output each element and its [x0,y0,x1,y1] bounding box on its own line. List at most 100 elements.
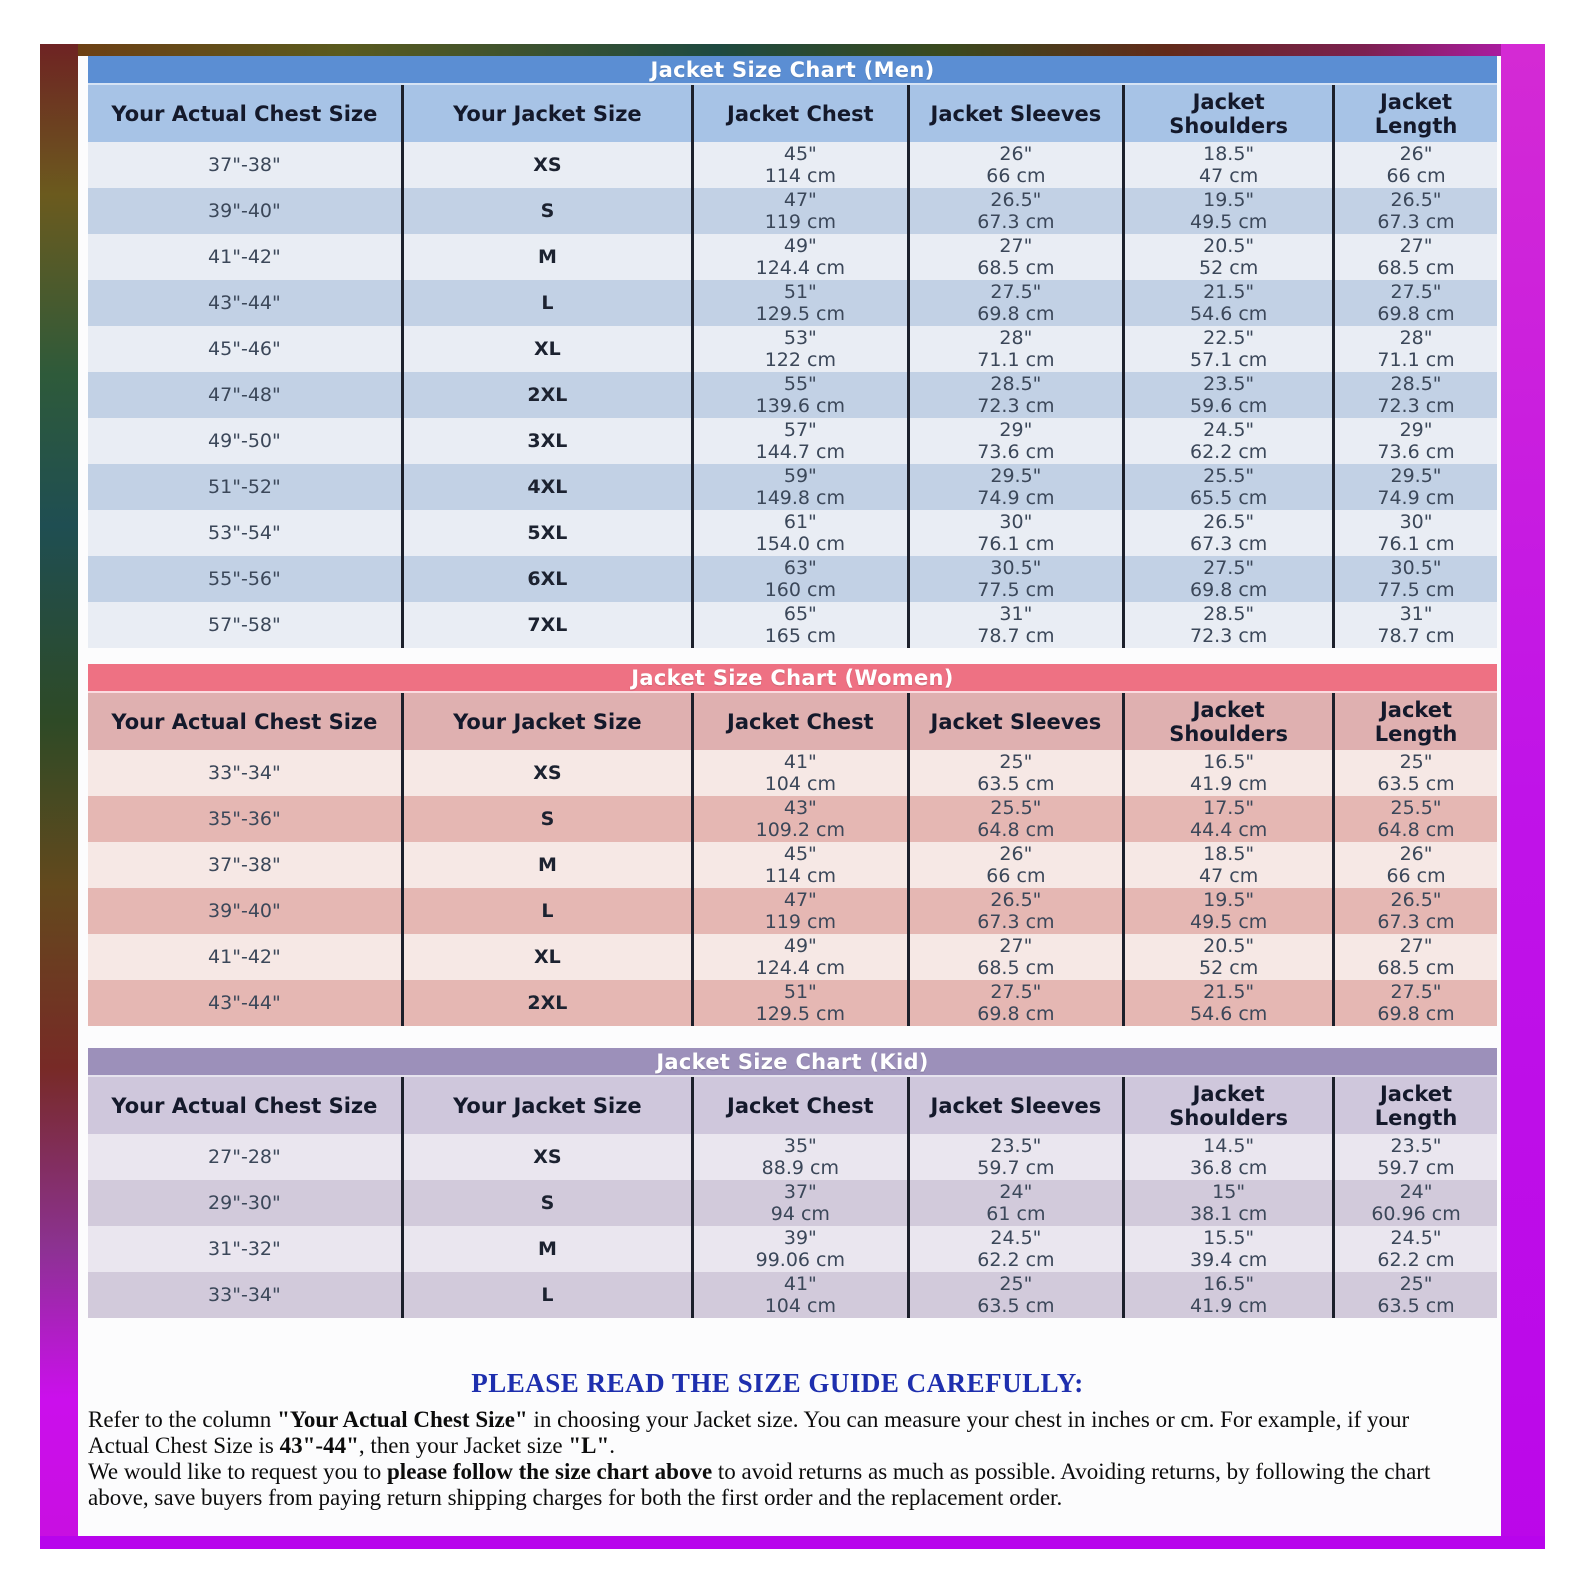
inches-value: 28" [1399,327,1433,349]
cm-value: 119 cm [764,211,836,233]
footer-bold-text: please follow the size chart above [387,1459,713,1484]
cm-value: 69.8 cm [977,303,1055,325]
footer-bold-text: "L" [568,1433,610,1458]
cm-value: 68.5 cm [977,257,1055,279]
inches-value: 16.5" [1203,1273,1255,1295]
measurement-cell: 30.5" 77.5 cm [1332,556,1497,602]
cm-value: 57.1 cm [1189,349,1268,371]
cm-value: 47 cm [1199,165,1259,187]
size-row-s: 39"-40" S 47" 119 cm 26.5" 67.3 cm 19.5" 49.5 c… [88,188,1497,234]
inches-value: 25" [999,1273,1033,1295]
column-header-1: Your Jacket Size [400,1077,691,1134]
measurement-cell: 49" 124.4 cm [691,934,907,980]
cm-value: 67.3 cm [1377,911,1455,933]
column-header-2: Jacket Chest [691,85,907,142]
inches-value: 27.5" [990,981,1042,1003]
column-header-5: Jacket Length [1332,693,1497,750]
column-header-4: Jacket Shoulders [1122,1077,1332,1134]
cm-value: 63.5 cm [1377,773,1455,795]
inches-value: 26" [1399,843,1433,865]
women-chart-body: 33"-34" XS 41" 104 cm 25" 63.5 cm 16.5" 41.9 cm… [88,750,1497,1026]
cm-value: 52 cm [1199,257,1259,279]
inches-value: 25.5" [990,797,1042,819]
inches-value: 27.5" [990,281,1042,303]
cm-value: 68.5 cm [1377,957,1455,979]
cm-value: 139.6 cm [755,395,846,417]
measurement-cell: 27.5" 69.8 cm [906,980,1123,1026]
actual-chest-size: 47"-48" [208,384,281,406]
actual-chest-size: 41"-42" [208,246,281,268]
cm-value: 104 cm [764,1295,836,1317]
measurement-cell: 51" 129.5 cm [691,280,907,326]
jacket-size-value: S [400,1180,691,1226]
column-header-0: Your Actual Chest Size [111,709,378,734]
size-row-xl: 41"-42" XL 49" 124.4 cm 27" 68.5 cm 20.5" 52 cm… [88,934,1497,980]
inches-value: 45" [783,143,817,165]
measurement-cell: 26.5" 67.3 cm [1332,888,1497,934]
jacket-size-value: XL [400,326,691,372]
inches-value: 63" [783,557,817,579]
measurement-cell: 14.5" 36.8 cm [1122,1134,1332,1180]
measurement-cell: 26" 66 cm [906,142,1123,188]
cm-value: 76.1 cm [1377,533,1455,555]
size-row-xs: 37"-38" XS 45" 114 cm 26" 66 cm 18.5" 47 cm 26" 6… [88,142,1497,188]
cm-value: 77.5 cm [977,579,1055,601]
size-row-m: 41"-42" M 49" 124.4 cm 27" 68.5 cm 20.5" 52 cm 2… [88,234,1497,280]
inches-value: 30" [999,511,1033,533]
cm-value: 73.6 cm [1377,441,1455,463]
actual-chest-size: 39"-40" [208,200,281,222]
inches-value: 31" [1399,603,1433,625]
measurement-cell: 28" 71.1 cm [906,326,1123,372]
measurement-cell: 26" 66 cm [1332,842,1497,888]
cm-value: 114 cm [764,165,836,187]
measurement-cell: 26.5" 67.3 cm [1122,510,1332,556]
inches-value: 17.5" [1203,797,1255,819]
column-header-4: Jacket Shoulders [1122,693,1332,750]
cm-value: 149.8 cm [755,487,846,509]
inches-value: 26.5" [1390,189,1442,211]
measurement-cell: 45" 114 cm [691,142,907,188]
footer-paragraphs: Refer to the column "Your Actual Chest S… [88,1407,1467,1511]
kid-chart-body: 27"-28" XS 35" 88.9 cm 23.5" 59.7 cm 14.5" 36.8… [88,1134,1497,1318]
actual-chest-size: 33"-34" [208,1284,281,1306]
measurement-cell: 41" 104 cm [691,750,907,796]
inches-value: 25" [1399,1273,1433,1295]
inches-value: 19.5" [1203,189,1255,211]
inches-value: 27.5" [1203,557,1255,579]
cm-value: 41.9 cm [1189,1295,1268,1317]
inches-value: 20.5" [1203,235,1255,257]
inches-value: 23.5" [990,1135,1042,1157]
inches-value: 51" [783,981,817,1003]
measurement-cell: 51" 129.5 cm [691,980,907,1026]
cm-value: 52 cm [1199,957,1259,979]
inches-value: 21.5" [1203,981,1255,1003]
measurement-cell: 24.5" 62.2 cm [1332,1226,1497,1272]
measurement-cell: 23.5" 59.7 cm [1332,1134,1497,1180]
inches-value: 25.5" [1390,797,1442,819]
cm-value: 129.5 cm [755,1003,846,1025]
jacket-size-value: XS [400,1134,691,1180]
measurement-cell: 57" 144.7 cm [691,418,907,464]
size-row-s: 35"-36" S 43" 109.2 cm 25.5" 64.8 cm 17.5" 44.4… [88,796,1497,842]
jacket-size-value: 7XL [400,602,691,648]
cm-value: 59.6 cm [1189,395,1268,417]
cm-value: 71.1 cm [977,349,1055,371]
measurement-cell: 19.5" 49.5 cm [1122,188,1332,234]
women-chart-header-row: Your Actual Chest Size Your Jacket Size Ja… [88,693,1497,750]
measurement-cell: 27" 68.5 cm [906,934,1123,980]
measurement-cell: 16.5" 41.9 cm [1122,750,1332,796]
jacket-size-value: M [400,1226,691,1272]
cm-value: 99.06 cm [755,1249,846,1271]
actual-chest-size: 53"-54" [208,522,281,544]
cm-value: 66 cm [986,165,1046,187]
frame-left-border [40,44,78,1549]
cm-value: 49.5 cm [1189,911,1268,933]
inches-value: 47" [783,189,817,211]
inches-value: 24" [1399,1181,1433,1203]
inches-value: 29.5" [1390,465,1442,487]
measurement-cell: 26" 66 cm [906,842,1123,888]
inches-value: 27" [1399,235,1433,257]
inches-value: 14.5" [1203,1135,1255,1157]
footer-text: in choosing your Jacket size. You can me… [88,1407,1410,1458]
